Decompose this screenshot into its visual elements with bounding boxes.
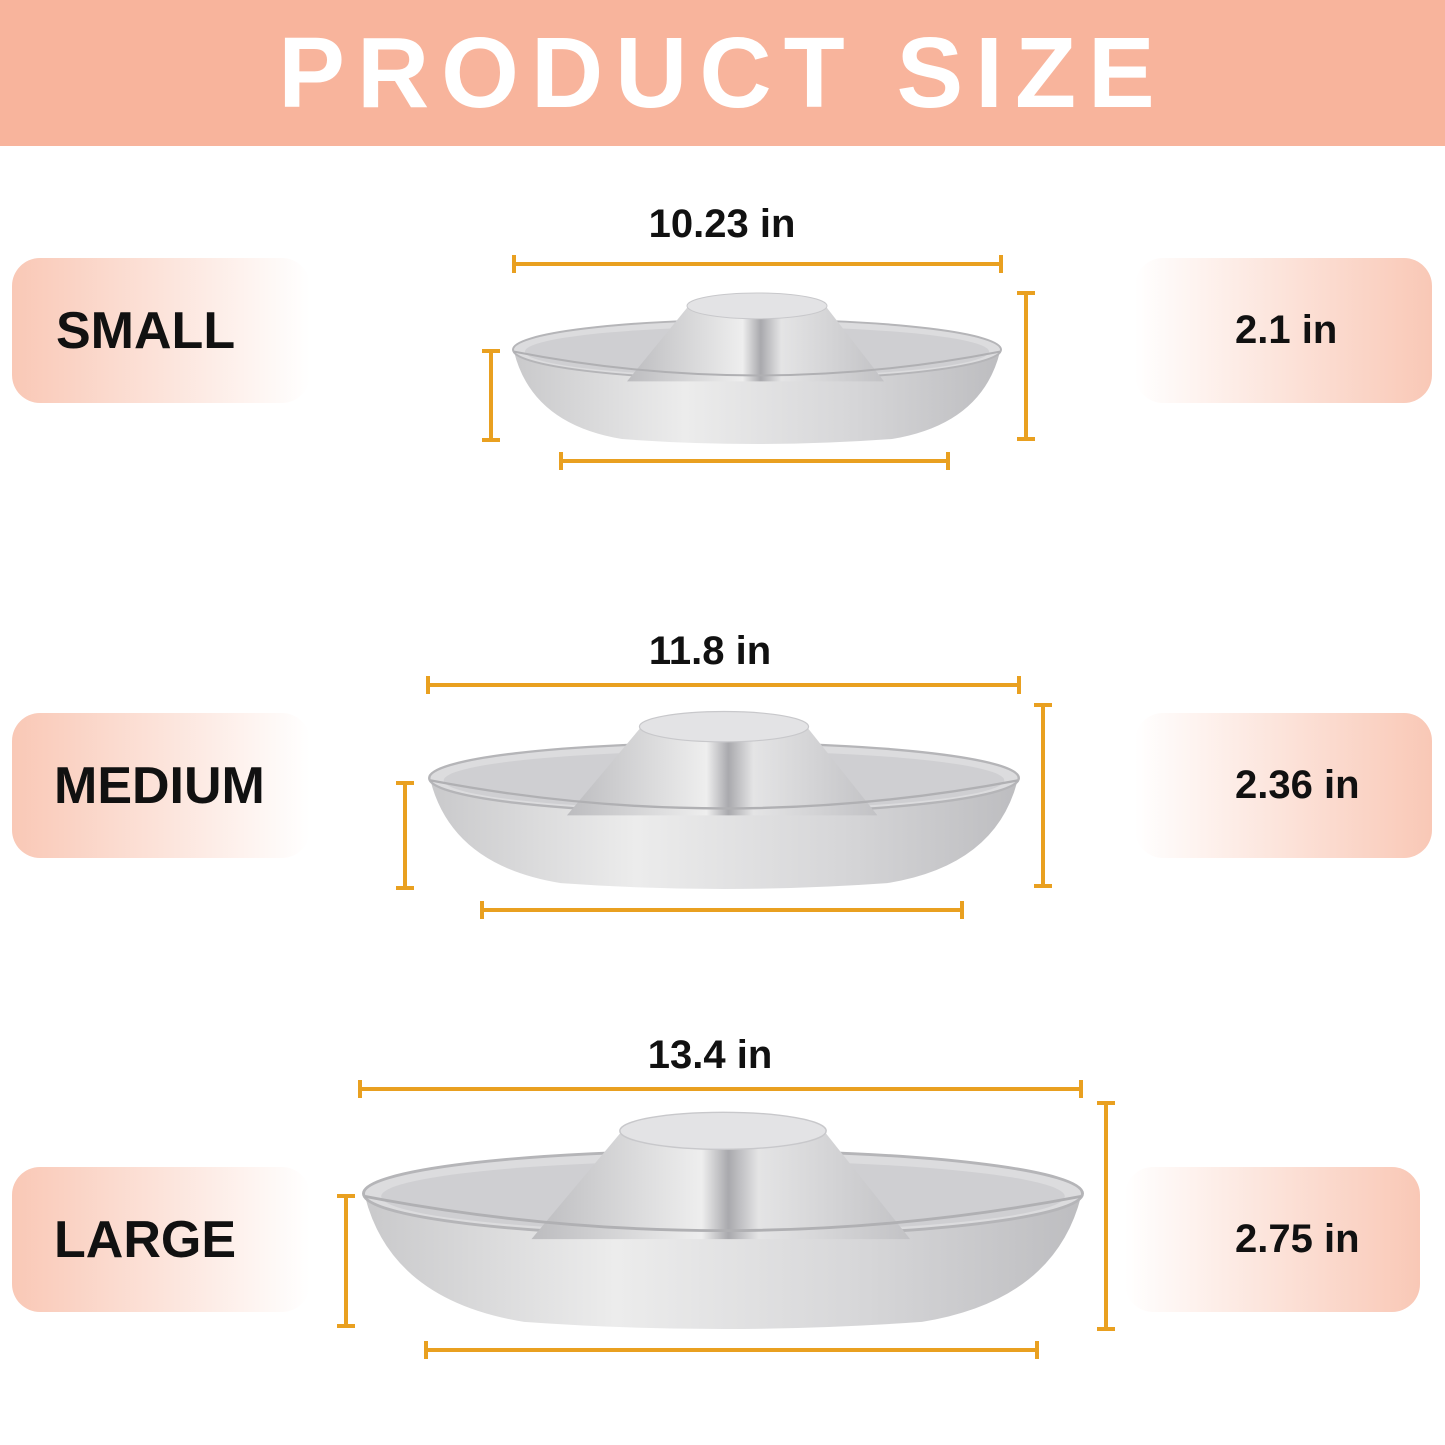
bowl-graphic [428, 710, 1020, 889]
rim-height-line [396, 781, 414, 890]
height-value: 2.1 in [1235, 308, 1338, 352]
size-name: MEDIUM [54, 756, 265, 815]
header-banner: PRODUCT SIZE [0, 0, 1445, 146]
height-label-small: 2.1 in [1135, 258, 1432, 403]
diameter-line [426, 676, 1021, 694]
diameter-label-medium: 11.8 in [648, 629, 772, 673]
rim-height-line [482, 349, 500, 442]
size-label-small: SMALL [12, 258, 310, 403]
height-line [1034, 703, 1052, 888]
diameter-label-large: 13.4 in [647, 1033, 773, 1077]
base-line [424, 1341, 1039, 1359]
size-name: LARGE [54, 1210, 236, 1269]
bowl-image-medium [428, 708, 1020, 889]
bowl-graphic [512, 292, 1002, 444]
bowl-image-small [512, 290, 1002, 444]
diameter-label-small: 10.23 in [648, 202, 796, 246]
size-name: SMALL [56, 301, 236, 360]
height-line [1097, 1101, 1115, 1331]
height-value: 2.75 in [1235, 1217, 1360, 1261]
bowl-graphic [362, 1111, 1084, 1329]
base-line [559, 452, 950, 470]
base-line [480, 901, 964, 919]
height-value: 2.36 in [1235, 763, 1360, 807]
diameter-line [358, 1080, 1083, 1098]
height-label-large: 2.75 in [1125, 1167, 1420, 1312]
rim-height-line [337, 1194, 355, 1328]
height-line [1017, 291, 1035, 441]
bowl-image-large [362, 1108, 1084, 1329]
size-label-large: LARGE [12, 1167, 310, 1312]
size-label-medium: MEDIUM [12, 713, 310, 858]
height-label-medium: 2.36 in [1135, 713, 1432, 858]
page-title: PRODUCT SIZE [278, 17, 1167, 129]
diameter-line [512, 255, 1003, 273]
